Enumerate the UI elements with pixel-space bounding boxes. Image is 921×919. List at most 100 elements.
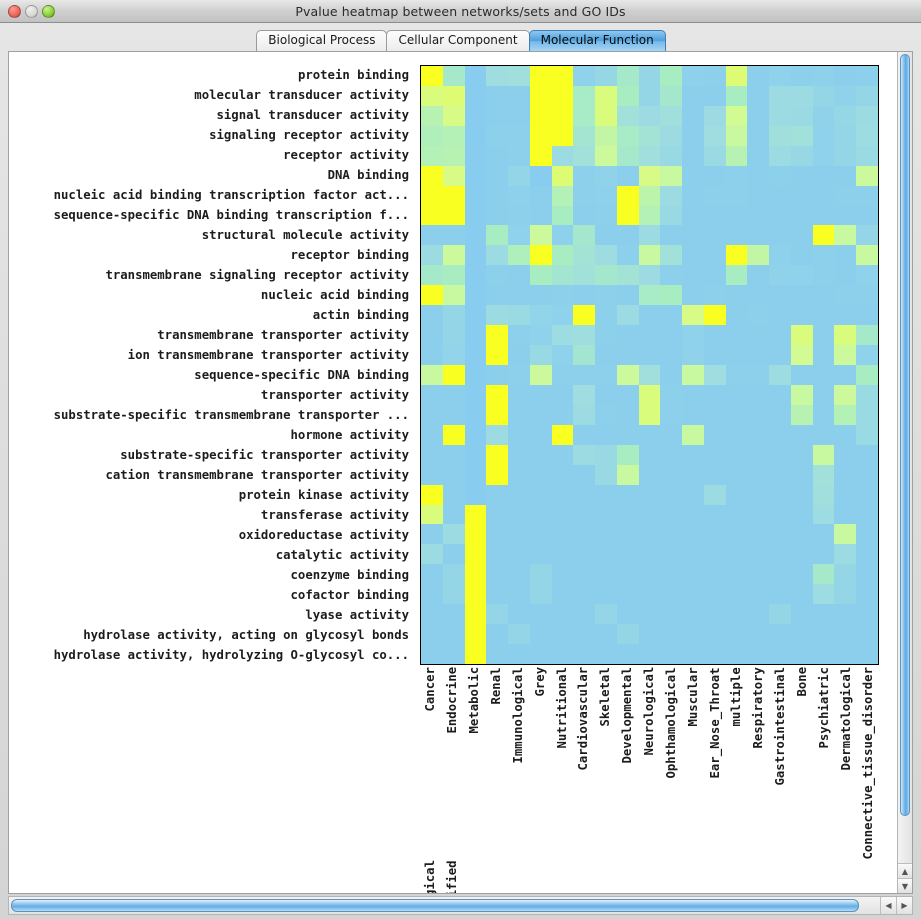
heatmap-cell[interactable] — [638, 604, 661, 625]
heatmap-cell[interactable] — [529, 604, 552, 625]
heatmap-cell[interactable] — [486, 564, 509, 585]
heatmap-cell[interactable] — [725, 205, 748, 226]
heatmap-cell[interactable] — [616, 305, 639, 326]
heatmap-cell[interactable] — [790, 584, 813, 605]
heatmap-cell[interactable] — [747, 424, 770, 445]
heatmap-cell[interactable] — [616, 66, 639, 86]
heatmap-cell[interactable] — [486, 504, 509, 525]
heatmap-cell[interactable] — [682, 125, 704, 146]
heatmap-cell[interactable] — [703, 105, 726, 126]
heatmap-cell[interactable] — [725, 165, 748, 186]
heatmap-cell[interactable] — [682, 85, 704, 106]
heatmap-cell[interactable] — [529, 105, 552, 126]
heatmap-cell[interactable] — [508, 145, 530, 166]
heatmap-cell[interactable] — [442, 145, 465, 166]
heatmap-cell[interactable] — [834, 364, 857, 385]
heatmap-cell[interactable] — [703, 404, 726, 425]
heatmap-cell[interactable] — [616, 504, 639, 525]
heatmap-cell[interactable] — [834, 205, 857, 226]
heatmap-cell[interactable] — [660, 205, 683, 226]
heatmap-cell[interactable] — [595, 205, 617, 226]
heatmap-cell[interactable] — [508, 384, 530, 405]
heatmap-cell[interactable] — [442, 464, 465, 485]
heatmap-cell[interactable] — [551, 265, 574, 286]
heatmap-cell[interactable] — [638, 624, 661, 645]
heatmap-cell[interactable] — [682, 504, 704, 525]
heatmap-cell[interactable] — [725, 624, 748, 645]
heatmap-cell[interactable] — [616, 644, 639, 664]
heatmap-cell[interactable] — [660, 564, 683, 585]
heatmap-cell[interactable] — [856, 644, 878, 664]
heatmap-cell[interactable] — [638, 644, 661, 664]
heatmap-cell[interactable] — [812, 105, 835, 126]
heatmap-cell[interactable] — [769, 504, 791, 525]
heatmap-cell[interactable] — [486, 66, 509, 86]
heatmap-cell[interactable] — [812, 205, 835, 226]
heatmap-cell[interactable] — [790, 85, 813, 106]
heatmap-cell[interactable] — [703, 345, 726, 365]
heatmap-cell[interactable] — [834, 604, 857, 625]
heatmap-cell[interactable] — [638, 484, 661, 505]
heatmap-cell[interactable] — [660, 125, 683, 146]
heatmap-cell[interactable] — [421, 384, 443, 405]
heatmap-cell[interactable] — [551, 105, 574, 126]
heatmap-cell[interactable] — [573, 444, 596, 465]
heatmap-cell[interactable] — [551, 584, 574, 605]
heatmap-cell[interactable] — [638, 185, 661, 206]
heatmap-cell[interactable] — [747, 464, 770, 485]
heatmap-cell[interactable] — [682, 165, 704, 186]
heatmap-cell[interactable] — [856, 524, 878, 545]
heatmap-cell[interactable] — [703, 265, 726, 286]
heatmap-cell[interactable] — [595, 105, 617, 126]
heatmap-cell[interactable] — [703, 205, 726, 226]
heatmap-cell[interactable] — [812, 444, 835, 465]
heatmap-cell[interactable] — [442, 305, 465, 326]
heatmap-cell[interactable] — [464, 364, 487, 385]
heatmap-cell[interactable] — [529, 464, 552, 485]
heatmap-cell[interactable] — [638, 305, 661, 326]
heatmap-cell[interactable] — [616, 444, 639, 465]
heatmap-cell[interactable] — [464, 604, 487, 625]
heatmap-cell[interactable] — [703, 85, 726, 106]
heatmap-cell[interactable] — [421, 345, 443, 365]
heatmap-cell[interactable] — [834, 225, 857, 246]
heatmap-cell[interactable] — [551, 125, 574, 146]
heatmap-cell[interactable] — [442, 564, 465, 585]
heatmap-cell[interactable] — [595, 245, 617, 266]
heatmap-cell[interactable] — [834, 165, 857, 186]
tab-cellular-component[interactable]: Cellular Component — [386, 30, 530, 51]
heatmap-cell[interactable] — [442, 584, 465, 605]
heatmap-cell[interactable] — [464, 225, 487, 246]
heatmap-cell[interactable] — [856, 165, 878, 186]
heatmap-cell[interactable] — [812, 644, 835, 664]
heatmap-cell[interactable] — [725, 66, 748, 86]
heatmap-cell[interactable] — [486, 404, 509, 425]
heatmap-cell[interactable] — [421, 245, 443, 266]
heatmap-cell[interactable] — [682, 205, 704, 226]
heatmap-cell[interactable] — [856, 584, 878, 605]
heatmap-cell[interactable] — [464, 644, 487, 664]
heatmap-cell[interactable] — [551, 185, 574, 206]
heatmap-cell[interactable] — [442, 185, 465, 206]
heatmap-cell[interactable] — [769, 464, 791, 485]
heatmap-cell[interactable] — [790, 165, 813, 186]
heatmap-cell[interactable] — [464, 524, 487, 545]
heatmap-cell[interactable] — [464, 85, 487, 106]
heatmap-cell[interactable] — [508, 185, 530, 206]
heatmap-cell[interactable] — [595, 145, 617, 166]
heatmap-cell[interactable] — [486, 384, 509, 405]
heatmap-cell[interactable] — [790, 484, 813, 505]
heatmap-cell[interactable] — [638, 66, 661, 86]
heatmap-cell[interactable] — [790, 305, 813, 326]
heatmap-cell[interactable] — [856, 145, 878, 166]
heatmap-cell[interactable] — [725, 285, 748, 306]
heatmap-cell[interactable] — [486, 524, 509, 545]
heatmap-cell[interactable] — [486, 325, 509, 346]
scroll-up-arrow-icon[interactable]: ▲ — [898, 863, 912, 878]
heatmap-cell[interactable] — [595, 484, 617, 505]
heatmap-cell[interactable] — [551, 424, 574, 445]
heatmap-cell[interactable] — [595, 125, 617, 146]
heatmap-cell[interactable] — [703, 524, 726, 545]
heatmap-cell[interactable] — [747, 444, 770, 465]
heatmap-cell[interactable] — [595, 305, 617, 326]
